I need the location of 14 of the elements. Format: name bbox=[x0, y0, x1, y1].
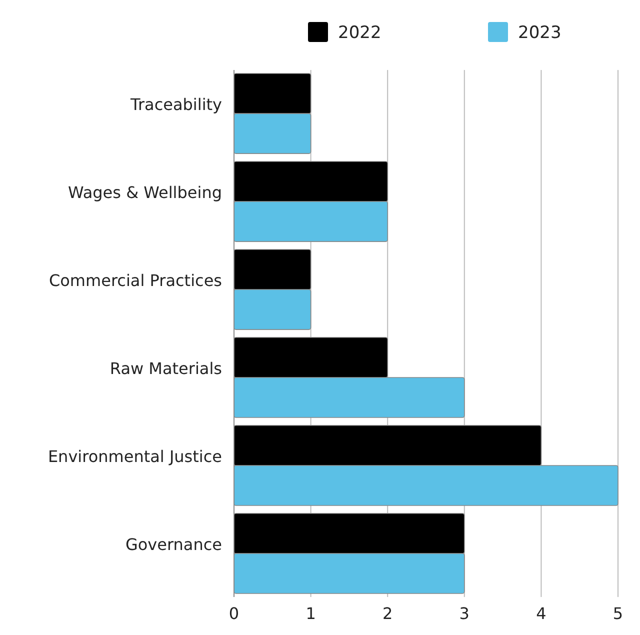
x-tick-label: 3 bbox=[459, 604, 470, 623]
x-tick-label: 1 bbox=[306, 604, 316, 623]
y-tick-label: Wages & Wellbeing bbox=[68, 182, 222, 202]
legend-label: 2022 bbox=[338, 23, 382, 43]
y-tick-label: Traceability bbox=[130, 94, 222, 114]
y-tick-label: Raw Materials bbox=[110, 358, 222, 378]
x-tick-label: 2 bbox=[382, 604, 393, 623]
x-tick-label: 5 bbox=[612, 604, 624, 623]
legend-label: 2023 bbox=[518, 23, 562, 43]
y-tick-label: Commercial Practices bbox=[48, 270, 222, 290]
x-tick-label: 0 bbox=[228, 604, 240, 623]
y-tick-label: Governance bbox=[125, 534, 222, 554]
x-tick-label: 4 bbox=[536, 604, 546, 623]
y-tick-label: Environmental Justice bbox=[48, 446, 222, 466]
